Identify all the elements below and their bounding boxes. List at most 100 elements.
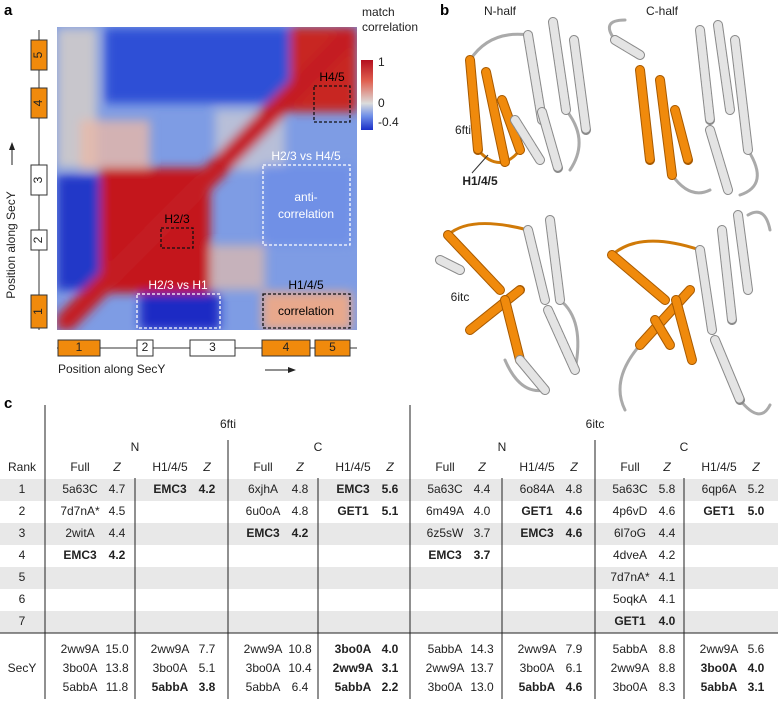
cell-id: 3bo0A: [428, 680, 463, 694]
axis-label: Position along SecY: [58, 362, 165, 376]
cell-z: 3.1: [382, 661, 399, 675]
cell-z: 6.1: [566, 661, 583, 675]
helix: [546, 216, 564, 304]
cell-z: 15.0: [105, 642, 129, 656]
cell-id: EMC3: [520, 526, 554, 540]
column-header: Full: [253, 460, 272, 474]
cell-z: 4.7: [109, 482, 126, 496]
helix: [714, 21, 734, 114]
half-header: C: [314, 440, 323, 454]
cell-z: 4.0: [748, 661, 765, 675]
cell-id: EMC3: [246, 526, 280, 540]
rank: 1: [19, 482, 26, 496]
helix: [501, 296, 524, 364]
cell-z: 4.8: [292, 482, 309, 496]
axis-box-label: 3: [31, 176, 45, 183]
helix: [651, 316, 674, 349]
colorbar: [361, 60, 373, 130]
colorbar-tick-label: 0: [378, 96, 385, 110]
annotation: H2/3 vs H1: [148, 278, 208, 292]
annotation: H4/5: [319, 70, 345, 84]
helix: [524, 226, 549, 304]
helix: [498, 96, 524, 154]
cell-id: 6m49A: [426, 504, 464, 518]
column-header: Z: [569, 460, 578, 474]
group-header: 6fti: [220, 417, 236, 431]
helix: [482, 68, 509, 166]
axis-box-label: 1: [76, 340, 83, 354]
cell-z: 4.4: [659, 526, 676, 540]
cell-id: 2ww9A: [518, 642, 557, 656]
column-header: Rank: [8, 460, 37, 474]
annotation: H2/3 vs H4/5: [271, 149, 341, 163]
column-header: Z: [477, 460, 486, 474]
arrow-head: [9, 142, 15, 150]
loop: [558, 298, 580, 372]
cell-id: 5a63C: [427, 482, 463, 496]
cell-z: 4.0: [659, 614, 676, 628]
cell-z: 4.0: [474, 504, 491, 518]
column-header: H1/4/5: [519, 460, 555, 474]
cell-z: 4.8: [566, 482, 583, 496]
cell-id: 6xjhA: [248, 482, 278, 496]
helix: [436, 256, 464, 274]
helix: [608, 251, 669, 304]
helix: [696, 26, 714, 124]
cell-id: GET1: [703, 504, 735, 518]
cell-z: 5.6: [748, 642, 765, 656]
axis-box-label: 2: [31, 236, 45, 243]
column-header: Full: [435, 460, 454, 474]
cell-z: 4.1: [659, 592, 676, 606]
axis-box-label: 2: [142, 340, 149, 354]
column-label: N-half: [484, 4, 517, 18]
cell-z: 3.7: [474, 548, 491, 562]
cell-z: 4.2: [659, 548, 676, 562]
cell-id: GET1: [337, 504, 369, 518]
cell-id: 5abbA: [152, 680, 189, 694]
cell-id: 5a63C: [62, 482, 98, 496]
cell-id: 5abbA: [428, 642, 463, 656]
annotation: correlation: [278, 304, 334, 318]
cell-z: 2.2: [382, 680, 399, 694]
helix: [718, 226, 736, 324]
axis-box: [57, 339, 101, 357]
dashed-box: [313, 85, 351, 123]
column-header: H1/4/5: [152, 460, 188, 474]
cell-z: 4.6: [566, 680, 583, 694]
cell-z: 4.2: [109, 548, 126, 562]
row-label: 6fti: [455, 123, 471, 137]
column-header: Z: [295, 460, 304, 474]
leader: [471, 154, 489, 174]
axis-box: [189, 339, 236, 357]
axis-box: [314, 339, 351, 357]
rank: 3: [19, 526, 26, 540]
annotation: anti-: [294, 190, 317, 204]
cell-id: 2ww9A: [700, 642, 739, 656]
cell-z: 4.5: [109, 504, 126, 518]
row-header: SecY: [8, 661, 37, 675]
cell-id: 6l7oG: [614, 526, 646, 540]
helix: [696, 246, 716, 334]
axis-box-label: 5: [329, 340, 336, 354]
cell-id: 5abbA: [335, 680, 372, 694]
cell-id: 5a63C: [612, 482, 648, 496]
helix: [516, 356, 549, 394]
column-header: Z: [385, 460, 394, 474]
helix: [444, 231, 504, 294]
cell-id: 6o84A: [520, 482, 555, 496]
loop: [446, 222, 530, 237]
cell-id: 2ww9A: [611, 661, 650, 675]
helix: [544, 306, 579, 374]
annotation: H1/4/5: [288, 278, 324, 292]
half-header: N: [131, 440, 140, 454]
cell-z: 5.0: [748, 504, 765, 518]
cell-id: 4p6vD: [613, 504, 648, 518]
helix: [611, 36, 644, 59]
loop: [670, 173, 712, 195]
axis-box: [261, 339, 311, 357]
colorbar-title: match: [362, 5, 395, 19]
cell-z: 4.0: [382, 642, 399, 656]
cell-z: 3.7: [474, 526, 491, 540]
structures: [435, 17, 772, 416]
